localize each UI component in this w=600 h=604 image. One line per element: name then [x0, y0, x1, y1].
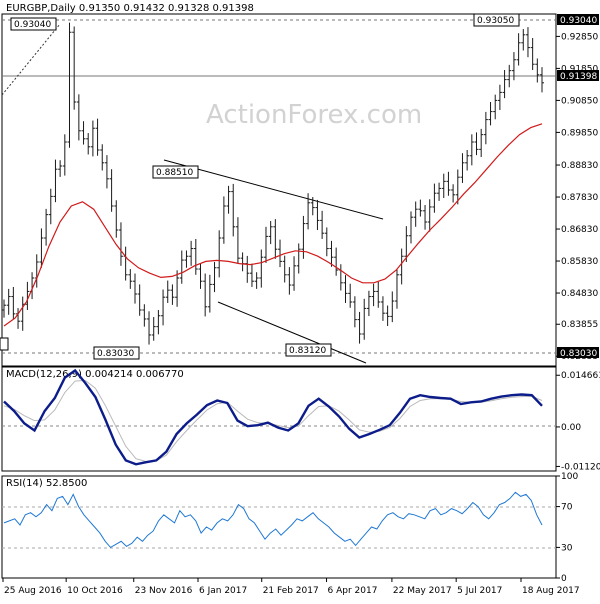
x-tick-label: 25 Aug 2016 [4, 586, 62, 596]
x-tick-label: 23 Nov 2016 [135, 586, 193, 596]
x-tick-label: 18 Aug 2017 [522, 586, 580, 596]
macd-axis: 0.014661 0.00 -0.011202 [556, 371, 600, 472]
rise-trendline [1, 23, 61, 96]
rsi-tick-label: 100 [561, 472, 578, 482]
macd-line [3, 368, 543, 466]
x-axis: 25 Aug 2016 10 Oct 2016 23 Nov 2016 6 Jan 2… [2, 578, 580, 596]
price-tick-label: 0.87830 [561, 193, 598, 203]
svg-text:0.93040: 0.93040 [560, 16, 597, 26]
rsi-tick-label: 0 [561, 574, 567, 584]
x-tick-label: 21 Feb 2017 [263, 586, 319, 596]
symbol-label: EURGBP [6, 3, 47, 14]
moving-average-line [3, 123, 543, 327]
rsi-tick-label: 70 [561, 503, 573, 513]
level-label-93050: 0.93050 [473, 13, 520, 27]
macd-tick-label: -0.011202 [561, 462, 600, 472]
macd-panel-frame [1, 366, 557, 472]
svg-text:0.93050: 0.93050 [477, 16, 514, 26]
x-tick-label: 6 Jan 2017 [199, 586, 247, 596]
macd-label: MACD(12,26,9) 0.004214 0.006770 [6, 369, 184, 380]
price-panel-frame [1, 13, 557, 367]
price-tick-label: 0.85830 [561, 257, 598, 267]
price-axis: 0.92850 0.91850 0.90850 0.89850 0.88830 0.878… [556, 32, 598, 362]
price-tick-label: 0.84830 [561, 289, 598, 299]
svg-text:0.83030: 0.83030 [97, 349, 134, 359]
x-tick-label: 5 Jul 2017 [457, 586, 502, 596]
svg-text:0.88510: 0.88510 [156, 168, 193, 178]
candles [2, 22, 544, 345]
svg-text:0.93040: 0.93040 [14, 20, 51, 30]
x-tick-label: 22 May 2017 [393, 586, 452, 596]
x-tick-label: 10 Oct 2016 [67, 586, 123, 596]
price-tick-label: 0.92850 [561, 32, 598, 42]
rsi-axis: 100 70 30 0 [556, 472, 578, 584]
rsi-line [3, 491, 543, 549]
price-tick-label: 0.89850 [561, 128, 598, 138]
svg-text:0.83120: 0.83120 [289, 346, 326, 356]
price-tick-label: 0.88830 [561, 161, 598, 171]
rsi-panel-frame [1, 475, 557, 579]
price-tick-label: 0.86830 [561, 225, 598, 235]
left-edge-label [0, 337, 9, 351]
rsi-tick-label: 30 [561, 543, 573, 553]
channel-lower-line [217, 301, 367, 364]
right-label-low: 0.83030 [557, 347, 599, 359]
svg-text:0.91398: 0.91398 [560, 72, 597, 82]
watermark: ActionForex.com [206, 100, 422, 130]
price-tick-label: 0.91850 [561, 64, 598, 74]
macd-tick-label: 0.00 [561, 423, 581, 433]
ohlc-label: 0.91350 0.91432 0.91328 0.91398 [79, 3, 254, 14]
price-tick-label: 0.90850 [561, 96, 598, 106]
macd-tick-label: 0.014661 [561, 371, 600, 381]
right-label-high: 0.93040 [557, 14, 599, 26]
level-label-88510: 0.88510 [152, 165, 199, 179]
timeframe-label: Daily [50, 3, 75, 14]
level-label-93040: 0.93040 [10, 17, 57, 31]
level-label-83120: 0.83120 [285, 343, 332, 357]
channel-upper-line [163, 159, 384, 220]
right-label-last: 0.91398 [557, 70, 599, 82]
price-tick-label: 0.83855 [561, 320, 598, 330]
level-label-83030: 0.83030 [93, 346, 140, 360]
svg-text:0.83030: 0.83030 [560, 349, 597, 359]
chart-header: EURGBP,Daily 0.91350 0.91432 0.91328 0.9… [6, 3, 254, 14]
x-tick-label: 6 Apr 2017 [328, 586, 378, 596]
rsi-label: RSI(14) 52.8500 [6, 478, 87, 489]
